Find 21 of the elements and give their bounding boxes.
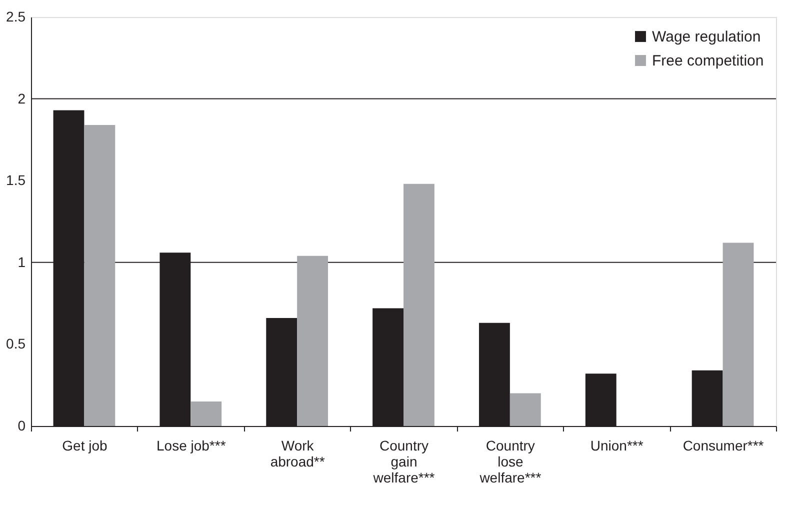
y-tick-label: 0.5 — [6, 336, 26, 352]
bar — [297, 256, 328, 426]
y-tick-label: 2.5 — [6, 8, 26, 24]
y-tick-label: 0 — [18, 418, 26, 434]
x-tick-label: Work abroad** — [270, 438, 326, 470]
x-tick-label: Lose job*** — [156, 438, 226, 454]
x-tick-label: Country gain welfare*** — [372, 438, 436, 486]
x-tick-label: Get job — [62, 438, 108, 454]
legend-label: Wage regulation — [652, 28, 761, 46]
bar — [722, 242, 754, 426]
legend-label: Free competition — [652, 52, 764, 70]
bar — [510, 393, 541, 426]
bar — [404, 184, 434, 426]
bar — [190, 401, 222, 426]
y-tick-label: 1 — [18, 254, 26, 270]
x-tick-label: Consumer*** — [682, 438, 764, 454]
y-tick-label: 1.5 — [6, 172, 26, 188]
x-tick-label: Country lose welfare*** — [478, 438, 542, 486]
x-tick-label: Union*** — [590, 438, 644, 454]
y-tick-label: 2 — [18, 90, 26, 106]
bar — [84, 124, 116, 426]
